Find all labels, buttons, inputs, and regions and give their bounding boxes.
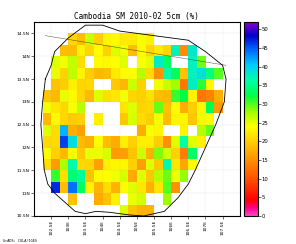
Text: GrADS: COLA/IGES: GrADS: COLA/IGES <box>3 239 37 243</box>
Title: Cambodia SM 2010-02 5cm (%): Cambodia SM 2010-02 5cm (%) <box>75 12 199 21</box>
